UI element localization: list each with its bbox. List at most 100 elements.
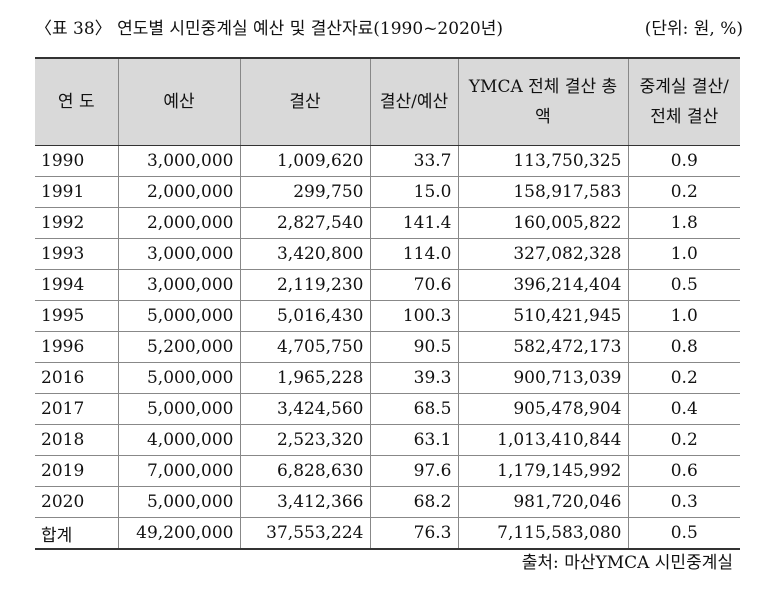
table-cell: 3,000,000 [117,145,240,177]
table-cell: 2,119,230 [239,269,370,301]
table-cell: 33.7 [369,145,458,177]
table-cell: 68.2 [369,486,458,518]
table-cell: 1.0 [627,238,740,270]
table-cell: 1.8 [627,207,740,239]
table-cell: 0.8 [627,331,740,363]
table-cell: 1993 [35,238,118,270]
table-cell: 2020 [35,486,118,518]
column-header: 결산/예산 [369,57,458,146]
table-row: 2016 5,000,000 1,965,228 39.3 900,713,039 0.2 [35,362,740,394]
table-cell: 2,000,000 [117,176,240,208]
table-cell: 15.0 [369,176,458,208]
table-cell: 0.6 [627,455,740,487]
table-row: 2020 5,000,000 3,412,366 68.2 981,720,046 0.3 [35,486,740,518]
table-cell: 1991 [35,176,118,208]
column-header: 중계실 결산/전체 결산 [627,57,740,146]
table-cell: 49,200,000 [117,517,240,550]
table-row: 2019 7,000,000 6,828,630 97.6 1,179,145,992 0… [35,455,740,487]
table-cell: 905,478,904 [457,393,628,425]
table-cell: 1.0 [627,300,740,332]
table-cell: 510,421,945 [457,300,628,332]
table-cell: 3,000,000 [117,238,240,270]
table-cell: 6,828,630 [239,455,370,487]
source-note: 출처: 마산YMCA 시민중계실 [521,553,733,573]
table-cell: 158,917,583 [457,176,628,208]
column-header: 예산 [117,57,240,146]
table-cell: 0.9 [627,145,740,177]
table-cell: 39.3 [369,362,458,394]
table-cell: 2,827,540 [239,207,370,239]
table-cell: 5,016,430 [239,300,370,332]
table-cell: 97.6 [369,455,458,487]
table-cell: 7,115,583,080 [457,517,628,550]
column-header: 결산 [239,57,370,146]
table-cell: 63.1 [369,424,458,456]
table-cell: 5,000,000 [117,362,240,394]
table-cell: 0.5 [627,269,740,301]
table-cell: 합계 [35,517,118,550]
table-cell: 582,472,173 [457,331,628,363]
table-row: 1991 2,000,000 299,750 15.0 158,917,583 0.2 [35,176,740,208]
table-cell: 90.5 [369,331,458,363]
table-cell: 0.2 [627,176,740,208]
table-cell: 1996 [35,331,118,363]
column-header: 연 도 [35,57,118,146]
table-cell: 0.4 [627,393,740,425]
table-cell: 141.4 [369,207,458,239]
table-cell: 2017 [35,393,118,425]
table-cell: 327,082,328 [457,238,628,270]
table-cell: 981,720,046 [457,486,628,518]
table-row: 1994 3,000,000 2,119,230 70.6 396,214,404 0.5 [35,269,740,301]
data-table: 연 도 예산 결산 결산/예산 YMCA 전체 결산 총액 중계실 결산/전체 결산 19… [35,57,740,550]
table-cell: 3,420,800 [239,238,370,270]
table-cell: 0.5 [627,517,740,550]
table-cell: 3,000,000 [117,269,240,301]
table-row: 1992 2,000,000 2,827,540 141.4 160,005,822 1.… [35,207,740,239]
table-cell: 299,750 [239,176,370,208]
table-row: 1993 3,000,000 3,420,800 114.0 327,082,328 1.… [35,238,740,270]
table-cell: 37,553,224 [239,517,370,550]
unit-note: (단위: 원, %) [644,19,743,39]
table-cell: 5,000,000 [117,300,240,332]
table-cell: 1990 [35,145,118,177]
table-cell: 5,000,000 [117,393,240,425]
table-cell: 4,705,750 [239,331,370,363]
table-cell: 7,000,000 [117,455,240,487]
table-cell: 2018 [35,424,118,456]
table-cell: 1,965,228 [239,362,370,394]
table-cell: 1,009,620 [239,145,370,177]
table-cell: 5,200,000 [117,331,240,363]
table-cell: 2,523,320 [239,424,370,456]
table-row: 2018 4,000,000 2,523,320 63.1 1,013,410,844 0… [35,424,740,456]
table-cell: 160,005,822 [457,207,628,239]
table-cell: 0.2 [627,424,740,456]
table-cell: 3,412,366 [239,486,370,518]
table-cell: 4,000,000 [117,424,240,456]
table-cell: 2019 [35,455,118,487]
table-title: 〈표 38〉 연도별 시민중계실 예산 및 결산자료(1990~2020년) [35,19,503,39]
column-header: YMCA 전체 결산 총액 [457,57,628,146]
table-cell: 2,000,000 [117,207,240,239]
table-cell: 1992 [35,207,118,239]
table-cell: 900,713,039 [457,362,628,394]
table-cell: 1994 [35,269,118,301]
table-cell: 1,179,145,992 [457,455,628,487]
table-cell: 1995 [35,300,118,332]
table-row: 1996 5,200,000 4,705,750 90.5 582,472,173 0.8 [35,331,740,363]
table-cell: 1,013,410,844 [457,424,628,456]
table-cell: 396,214,404 [457,269,628,301]
table-cell: 113,750,325 [457,145,628,177]
table-cell: 76.3 [369,517,458,550]
table-body: 1990 3,000,000 1,009,620 33.7 113,750,325 0.9… [35,145,740,550]
table-row: 1990 3,000,000 1,009,620 33.7 113,750,325 0.9 [35,145,740,177]
table-cell: 68.5 [369,393,458,425]
table-row: 합계 49,200,000 37,553,224 76.3 7,115,583,080 0… [35,517,740,550]
table-row: 1995 5,000,000 5,016,430 100.3 510,421,945 1.… [35,300,740,332]
table-cell: 0.2 [627,362,740,394]
table-row: 2017 5,000,000 3,424,560 68.5 905,478,904 0.4 [35,393,740,425]
table-cell: 114.0 [369,238,458,270]
table-cell: 70.6 [369,269,458,301]
table-cell: 0.3 [627,486,740,518]
table-cell: 100.3 [369,300,458,332]
